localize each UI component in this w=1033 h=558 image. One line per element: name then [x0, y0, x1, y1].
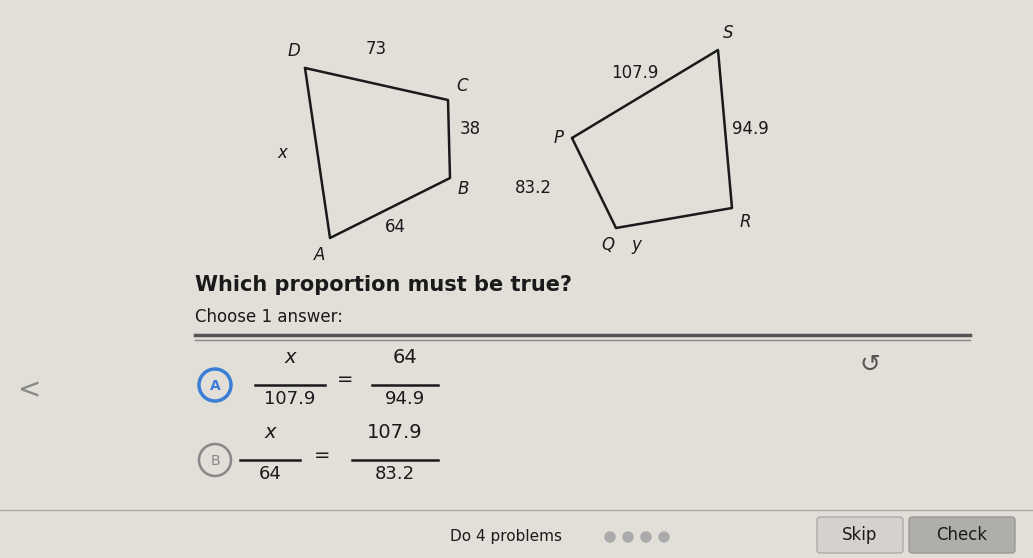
Text: Do 4 problems: Do 4 problems [450, 530, 562, 545]
Text: 107.9: 107.9 [367, 423, 422, 442]
Text: 64: 64 [384, 218, 406, 236]
Text: Which proportion must be true?: Which proportion must be true? [195, 275, 572, 295]
Text: B: B [458, 180, 469, 198]
Text: Check: Check [937, 526, 988, 544]
Text: 94.9: 94.9 [732, 120, 769, 138]
Text: <: < [19, 376, 41, 404]
Text: ↺: ↺ [859, 353, 880, 377]
Circle shape [641, 532, 651, 542]
Text: Q: Q [601, 236, 615, 254]
FancyBboxPatch shape [909, 517, 1015, 553]
Text: x: x [264, 423, 276, 442]
Text: y: y [631, 236, 640, 254]
Circle shape [659, 532, 669, 542]
Text: 64: 64 [393, 348, 417, 367]
Text: B: B [210, 454, 220, 468]
Text: x: x [277, 144, 287, 162]
Text: 107.9: 107.9 [612, 64, 659, 82]
Text: D: D [287, 42, 300, 60]
Text: 83.2: 83.2 [515, 179, 552, 197]
Circle shape [605, 532, 615, 542]
Text: 107.9: 107.9 [264, 390, 316, 408]
Text: 94.9: 94.9 [385, 390, 426, 408]
Text: 64: 64 [258, 465, 281, 483]
Text: A: A [314, 246, 325, 264]
Text: =: = [337, 371, 353, 389]
Text: S: S [723, 24, 733, 42]
Text: =: = [314, 445, 331, 464]
Text: 73: 73 [366, 40, 387, 58]
Text: Choose 1 answer:: Choose 1 answer: [195, 308, 343, 326]
Text: x: x [284, 348, 295, 367]
Text: 83.2: 83.2 [375, 465, 415, 483]
Text: C: C [456, 77, 468, 95]
Text: P: P [554, 129, 564, 147]
Text: A: A [210, 379, 220, 393]
Text: 38: 38 [460, 120, 481, 138]
Text: Skip: Skip [842, 526, 878, 544]
FancyBboxPatch shape [817, 517, 903, 553]
Text: R: R [740, 213, 751, 231]
Circle shape [623, 532, 633, 542]
